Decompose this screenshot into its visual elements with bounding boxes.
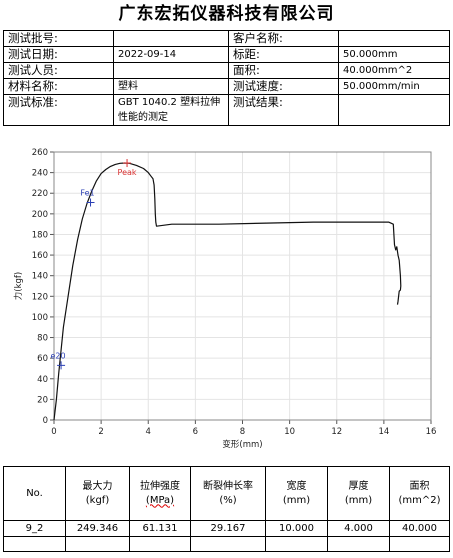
info-row: 测试日期: 2022-09-14 标距: 50.000mm bbox=[3, 46, 450, 63]
results-header-cell: 拉伸强度 (MPa) bbox=[129, 466, 191, 521]
info-label: 材料名称: bbox=[3, 78, 114, 95]
y-tick-label: 260 bbox=[32, 148, 48, 158]
info-value: 50.000mm/min bbox=[338, 78, 450, 95]
results-header-cell: 断裂伸长率 (%) bbox=[190, 466, 266, 521]
y-tick-label: 140 bbox=[32, 272, 48, 282]
x-tick-label: 16 bbox=[426, 427, 437, 437]
header-label: 面积 bbox=[409, 480, 430, 492]
y-tick-label: 60 bbox=[37, 354, 48, 364]
results-header-cell: 宽度 (mm) bbox=[265, 466, 328, 521]
x-axis-label: 变形(mm) bbox=[222, 439, 262, 450]
info-value: 塑料 bbox=[113, 78, 229, 95]
header-label: No. bbox=[26, 487, 43, 499]
x-tick-label: 4 bbox=[146, 427, 151, 437]
x-tick-label: 14 bbox=[378, 427, 389, 437]
header-unit: (mm) bbox=[282, 494, 311, 506]
x-tick-label: 0 bbox=[51, 427, 56, 437]
force-curve bbox=[53, 162, 402, 421]
results-empty-row bbox=[3, 536, 450, 552]
info-value: GBT 1040.2 塑料拉伸性能的测定 bbox=[113, 94, 229, 126]
marker-label: Peak bbox=[118, 168, 137, 177]
header-unit: (MPa) bbox=[145, 494, 175, 506]
info-label: 测试日期: bbox=[3, 46, 114, 63]
results-empty-cell bbox=[3, 536, 66, 552]
results-cell: 10.000 bbox=[265, 520, 328, 537]
y-axis-label: 力(kgf) bbox=[13, 272, 24, 300]
x-tick-label: 12 bbox=[331, 427, 342, 437]
header-unit: (%) bbox=[219, 494, 237, 506]
x-tick-label: 10 bbox=[284, 427, 295, 437]
y-tick-label: 200 bbox=[32, 210, 48, 220]
marker-label: Fe1 bbox=[80, 189, 94, 198]
info-row: 材料名称: 塑料 测试速度: 50.000mm/min bbox=[3, 78, 450, 95]
y-tick-label: 240 bbox=[32, 169, 48, 179]
info-label: 客户名称: bbox=[228, 30, 339, 47]
results-cell: 9_2 bbox=[3, 520, 66, 537]
info-value bbox=[338, 94, 450, 126]
header-unit: (mm^2) bbox=[398, 494, 441, 506]
results-cell: 40.000 bbox=[389, 520, 450, 537]
force-deformation-chart: 0 2 4 6 8 10 12 14 16020406080100120140160180200… bbox=[13, 148, 437, 450]
results-empty-cell bbox=[265, 536, 328, 552]
results-empty-cell bbox=[190, 536, 266, 552]
info-value: 50.000mm bbox=[338, 46, 450, 63]
header-label: 拉伸强度 bbox=[140, 480, 180, 492]
results-empty-cell bbox=[327, 536, 390, 552]
results-cell: 4.000 bbox=[327, 520, 390, 537]
test-info-table: 测试批号: 客户名称: 测试日期: 2022-09-14 标距: 50.000mm 测试人员… bbox=[3, 30, 450, 126]
info-row: 测试人员: 面积: 40.000mm^2 bbox=[3, 62, 450, 79]
y-tick-label: 0 bbox=[43, 416, 48, 426]
y-tick-label: 80 bbox=[37, 334, 48, 344]
x-tick-label: 6 bbox=[193, 427, 198, 437]
info-value bbox=[338, 30, 450, 47]
info-row: 测试标准: GBT 1040.2 塑料拉伸性能的测定 测试结果: bbox=[3, 94, 450, 126]
info-label: 测试人员: bbox=[3, 62, 114, 79]
y-tick-label: 40 bbox=[37, 375, 48, 385]
info-label: 标距: bbox=[228, 46, 339, 63]
info-label: 测试速度: bbox=[228, 78, 339, 95]
results-cell: 29.167 bbox=[190, 520, 266, 537]
y-tick-label: 20 bbox=[37, 395, 48, 405]
info-label: 测试结果: bbox=[228, 94, 339, 126]
header-unit: (kgf) bbox=[85, 494, 110, 506]
y-tick-label: 100 bbox=[32, 313, 48, 323]
header-unit: (mm) bbox=[344, 494, 373, 506]
results-header-cell: 厚度 (mm) bbox=[327, 466, 390, 521]
info-value bbox=[113, 62, 229, 79]
results-header-row: No. 最大力 (kgf) 拉伸强度 (MPa) 断裂伸长率 (%) 宽度 (mm) 厚度 (mm)… bbox=[3, 466, 450, 521]
results-cell: 61.131 bbox=[129, 520, 191, 537]
y-tick-label: 160 bbox=[32, 251, 48, 261]
y-tick-label: 220 bbox=[32, 189, 48, 199]
results-table: No. 最大力 (kgf) 拉伸强度 (MPa) 断裂伸长率 (%) 宽度 (mm) 厚度 (mm)… bbox=[3, 466, 450, 552]
results-header-cell: No. bbox=[3, 466, 66, 521]
info-value: 40.000mm^2 bbox=[338, 62, 450, 79]
company-title: 广东宏拓仪器科技有限公司 bbox=[118, 4, 335, 24]
info-row: 测试批号: 客户名称: bbox=[3, 30, 450, 47]
results-header-cell: 最大力 (kgf) bbox=[65, 466, 130, 521]
results-empty-cell bbox=[129, 536, 191, 552]
results-row: 9_2 249.346 61.131 29.167 10.000 4.000 40.000 bbox=[3, 520, 450, 537]
info-value bbox=[113, 30, 229, 47]
x-tick-label: 2 bbox=[98, 427, 103, 437]
results-header-cell: 面积 (mm^2) bbox=[389, 466, 450, 521]
info-label: 测试标准: bbox=[3, 94, 114, 126]
x-tick-label: 8 bbox=[240, 427, 245, 437]
marker-label: e20 bbox=[51, 351, 66, 360]
results-cell: 249.346 bbox=[65, 520, 130, 537]
plot-border bbox=[53, 151, 432, 421]
header-label: 最大力 bbox=[82, 480, 113, 492]
header-label: 厚度 bbox=[348, 480, 369, 492]
header-label: 宽度 bbox=[286, 480, 307, 492]
results-empty-cell bbox=[389, 536, 450, 552]
info-value: 2022-09-14 bbox=[113, 46, 229, 63]
results-empty-cell bbox=[65, 536, 130, 552]
info-label: 测试批号: bbox=[3, 30, 114, 47]
y-tick-label: 120 bbox=[32, 292, 48, 302]
y-tick-label: 180 bbox=[32, 230, 48, 240]
header-label: 断裂伸长率 bbox=[203, 480, 253, 492]
info-label: 面积: bbox=[228, 62, 339, 79]
